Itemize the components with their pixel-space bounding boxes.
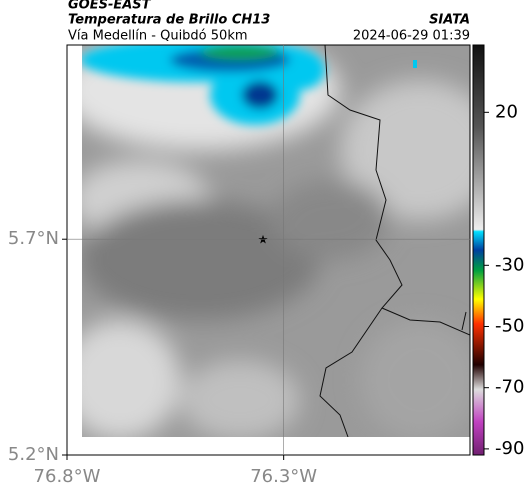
colorbar-tick-label: -70 xyxy=(495,377,524,398)
x-tick-label: 76.3°W xyxy=(250,466,317,487)
map-frame xyxy=(66,44,471,456)
title: Temperatura de Brillo CH13 xyxy=(68,13,270,28)
credit: SIATA xyxy=(429,13,470,28)
x-tick-label: 76.8°W xyxy=(34,466,101,487)
imagery xyxy=(82,45,470,437)
colorbar-tick-label: -90 xyxy=(495,438,524,459)
colorbar-tick-label: -50 xyxy=(495,315,524,336)
timestamp: 2024-06-29 01:39 xyxy=(353,29,470,44)
subtitle: Vía Medellín - Quibdó 50km xyxy=(68,29,248,44)
colorbar-tick-label: 20 xyxy=(495,101,518,122)
colorbar-tick-label: -30 xyxy=(495,254,524,275)
source: GOES-EAST xyxy=(68,0,152,13)
colorbar xyxy=(472,44,485,456)
y-tick-label: 5.7°N xyxy=(8,228,59,249)
y-tick-label: 5.2°N xyxy=(8,444,59,465)
